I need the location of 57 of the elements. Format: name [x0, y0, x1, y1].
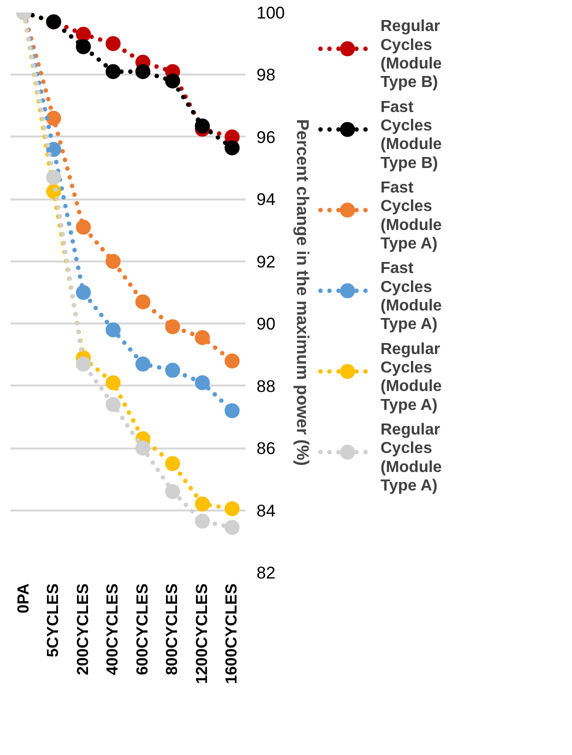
y-tick-label: 94	[256, 190, 276, 210]
point	[224, 353, 240, 368]
point	[76, 220, 91, 235]
y-axis-title: Percent change in the maximum power (%)	[292, 119, 312, 466]
x-tick-label: 1200CYCLES	[194, 583, 211, 684]
x-tick-label: 400CYCLES	[104, 583, 122, 676]
point	[46, 110, 62, 126]
point	[165, 73, 180, 88]
point	[46, 170, 62, 185]
point	[135, 356, 150, 372]
legend-label: Regular Cycles (Module Type B)	[380, 18, 442, 92]
point	[135, 440, 150, 456]
x-tick-label: 0PA	[15, 583, 32, 614]
point	[165, 319, 180, 334]
x-tick-label: 5CYCLES	[45, 583, 62, 658]
y-tick-label: 82	[256, 564, 276, 582]
point	[106, 397, 121, 412]
point	[194, 375, 210, 390]
point	[106, 375, 121, 390]
point	[224, 140, 240, 156]
point	[194, 496, 210, 512]
point	[165, 484, 180, 500]
y-tick-label: 84	[256, 501, 276, 520]
y-tick-label: 100	[256, 4, 285, 22]
y-tick-label: 96	[256, 128, 276, 147]
point	[135, 294, 150, 310]
legend-label: Fast Cycles (Module Type A)	[380, 260, 442, 334]
point	[194, 514, 210, 529]
legend-label: Fast Cycles (Module Type A)	[380, 179, 442, 253]
legend-label: Regular Cycles (Module Type A)	[380, 340, 442, 414]
point	[76, 39, 91, 54]
point	[224, 501, 240, 516]
y-tick-label: 90	[256, 314, 276, 334]
point	[194, 118, 210, 134]
point	[76, 26, 91, 42]
point	[194, 330, 210, 346]
point	[106, 64, 121, 80]
x-tick-label: 200CYCLES	[74, 583, 92, 676]
point	[76, 356, 91, 372]
y-tick-label: 98	[256, 66, 276, 85]
point	[224, 520, 240, 535]
point	[165, 362, 180, 378]
point	[106, 36, 121, 52]
y-tick-label: 92	[256, 252, 276, 272]
y-tick-label: 88	[256, 376, 276, 396]
point	[106, 254, 121, 269]
point	[106, 322, 121, 338]
x-tick-label: 600CYCLES	[134, 583, 152, 676]
y-tick-label: 86	[256, 439, 276, 458]
point	[165, 456, 180, 472]
point	[76, 285, 91, 300]
x-tick-label: 1600CYCLES	[224, 583, 241, 684]
legend-label: Regular Cycles (Module Type A)	[380, 421, 442, 495]
x-tick-label: 800CYCLES	[164, 583, 182, 676]
point	[135, 64, 150, 80]
point	[224, 403, 240, 418]
legend-label: Fast Cycles (Module Type B)	[380, 98, 442, 172]
